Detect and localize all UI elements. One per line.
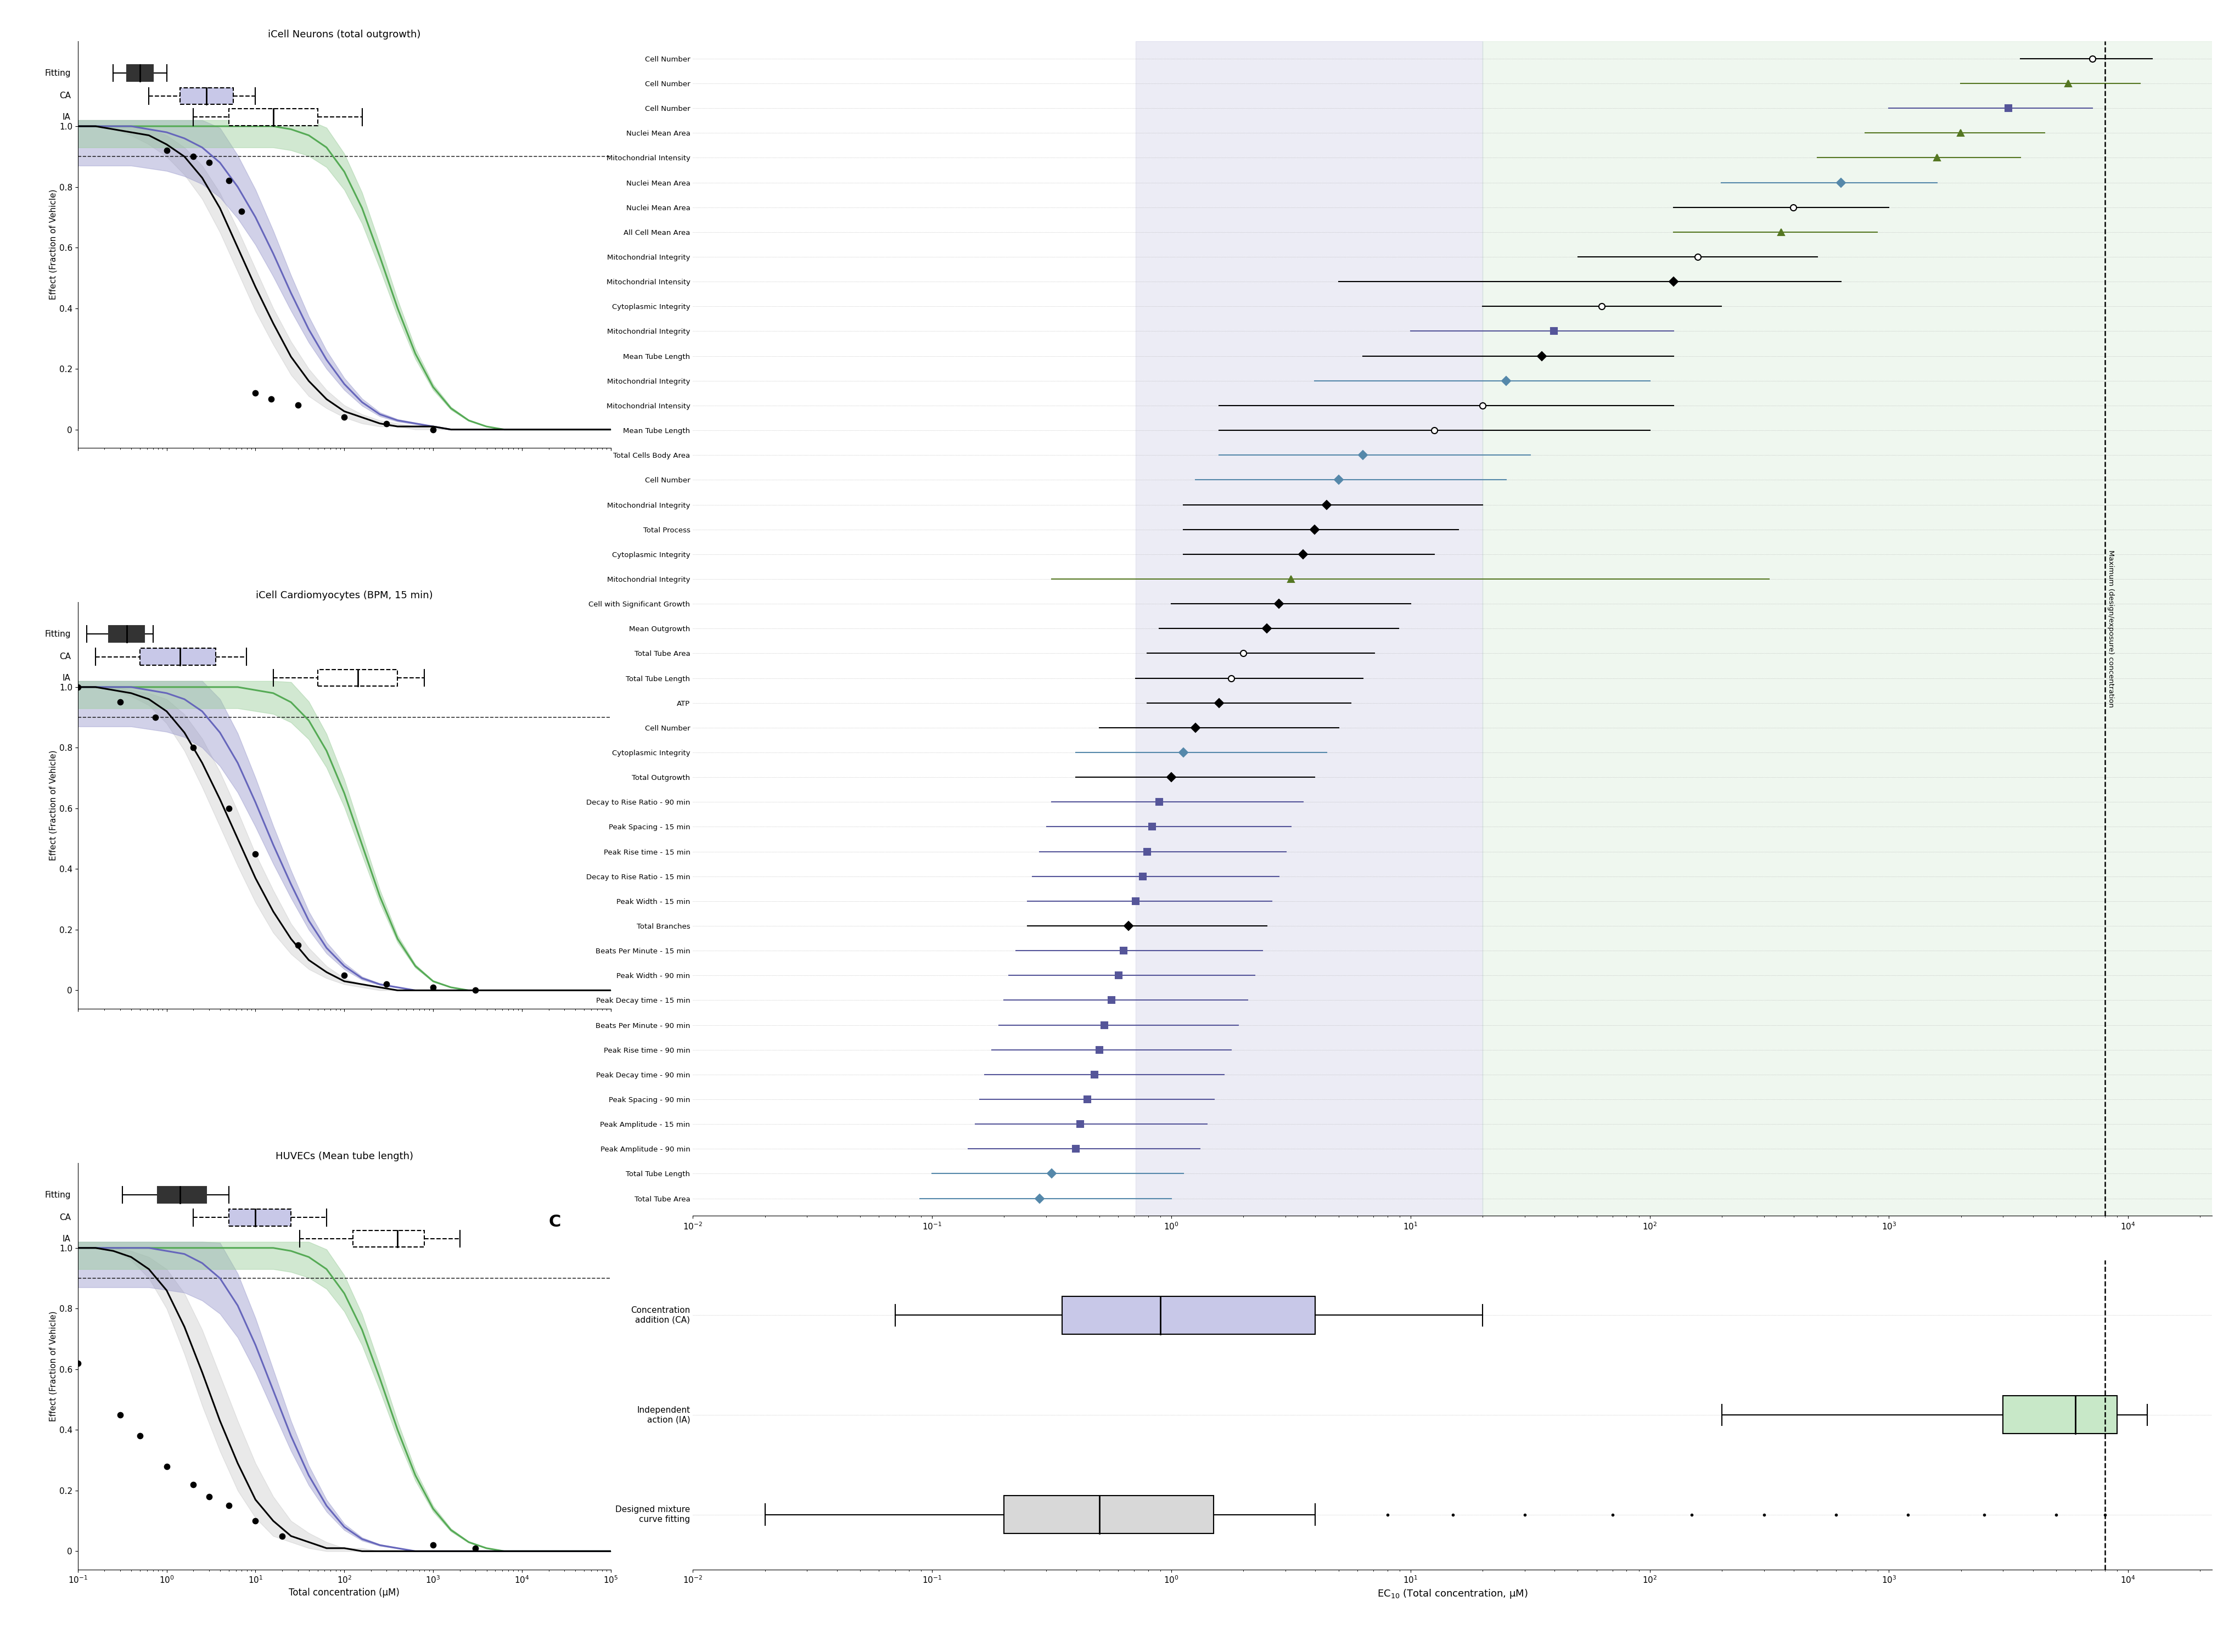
Title: iCell Cardiomyocytes (BPM, 15 min): iCell Cardiomyocytes (BPM, 15 min) bbox=[256, 591, 433, 601]
Bar bbox=[2003, 1396, 2116, 1434]
Bar bbox=[353, 1231, 425, 1247]
Title: HUVECs (Mean tube length): HUVECs (Mean tube length) bbox=[276, 1151, 413, 1161]
Point bbox=[238, 841, 273, 867]
Point bbox=[327, 961, 362, 988]
Y-axis label: Effect (Fraction of Vehicle): Effect (Fraction of Vehicle) bbox=[49, 1312, 58, 1421]
Bar bbox=[229, 109, 318, 126]
Bar bbox=[1136, 41, 1483, 1216]
Point bbox=[191, 149, 227, 175]
Bar bbox=[229, 1209, 291, 1226]
X-axis label: EC$_{10}$ (Total concentration, μM): EC$_{10}$ (Total concentration, μM) bbox=[1376, 1588, 1527, 1601]
Bar bbox=[1005, 1495, 1214, 1533]
Point bbox=[327, 405, 362, 431]
Point bbox=[102, 689, 138, 715]
Point bbox=[102, 1401, 138, 1427]
Text: IA: IA bbox=[62, 112, 71, 121]
Point bbox=[191, 1483, 227, 1510]
Text: IA: IA bbox=[62, 1234, 71, 1242]
Y-axis label: Effect (Fraction of Vehicle): Effect (Fraction of Vehicle) bbox=[49, 750, 58, 861]
Bar bbox=[127, 64, 153, 81]
Point bbox=[265, 1523, 300, 1550]
Point bbox=[369, 410, 405, 436]
Bar bbox=[318, 669, 398, 686]
Text: IA: IA bbox=[62, 674, 71, 682]
Point bbox=[369, 971, 405, 998]
Point bbox=[211, 795, 247, 821]
Point bbox=[149, 137, 185, 164]
Title: iCell Neurons (total outgrowth): iCell Neurons (total outgrowth) bbox=[269, 30, 420, 40]
Point bbox=[280, 392, 316, 418]
Point bbox=[211, 167, 247, 193]
Text: C: C bbox=[549, 1214, 560, 1229]
Point bbox=[138, 704, 173, 730]
Bar bbox=[1063, 1297, 1316, 1335]
X-axis label: Total concentration (μM): Total concentration (μM) bbox=[289, 1588, 400, 1597]
Point bbox=[416, 975, 451, 1001]
Point bbox=[416, 416, 451, 443]
Text: Maximum (design/exposure) concentration: Maximum (design/exposure) concentration bbox=[2107, 550, 2114, 707]
Point bbox=[176, 735, 211, 762]
Point bbox=[60, 674, 96, 700]
Point bbox=[280, 932, 316, 958]
Point bbox=[458, 1535, 494, 1561]
Point bbox=[238, 380, 273, 406]
Point bbox=[149, 1454, 185, 1480]
Point bbox=[253, 387, 289, 413]
Text: CA: CA bbox=[60, 93, 71, 101]
Point bbox=[60, 1350, 96, 1376]
Point bbox=[416, 1531, 451, 1558]
Text: Fitting: Fitting bbox=[44, 629, 71, 638]
Y-axis label: Effect (Fraction of Vehicle): Effect (Fraction of Vehicle) bbox=[49, 190, 58, 299]
Bar bbox=[109, 626, 144, 643]
Bar bbox=[180, 88, 233, 104]
Point bbox=[122, 1422, 158, 1449]
Bar bbox=[1483, 41, 2223, 1216]
Text: Fitting: Fitting bbox=[44, 69, 71, 78]
Point bbox=[211, 1492, 247, 1518]
Point bbox=[176, 144, 211, 170]
Point bbox=[225, 198, 260, 225]
Point bbox=[238, 1508, 273, 1535]
Bar bbox=[158, 1186, 207, 1203]
Point bbox=[176, 1472, 211, 1498]
Point bbox=[458, 976, 494, 1003]
Text: CA: CA bbox=[60, 653, 71, 661]
Text: Fitting: Fitting bbox=[44, 1191, 71, 1199]
Bar bbox=[140, 648, 216, 666]
Text: CA: CA bbox=[60, 1214, 71, 1222]
